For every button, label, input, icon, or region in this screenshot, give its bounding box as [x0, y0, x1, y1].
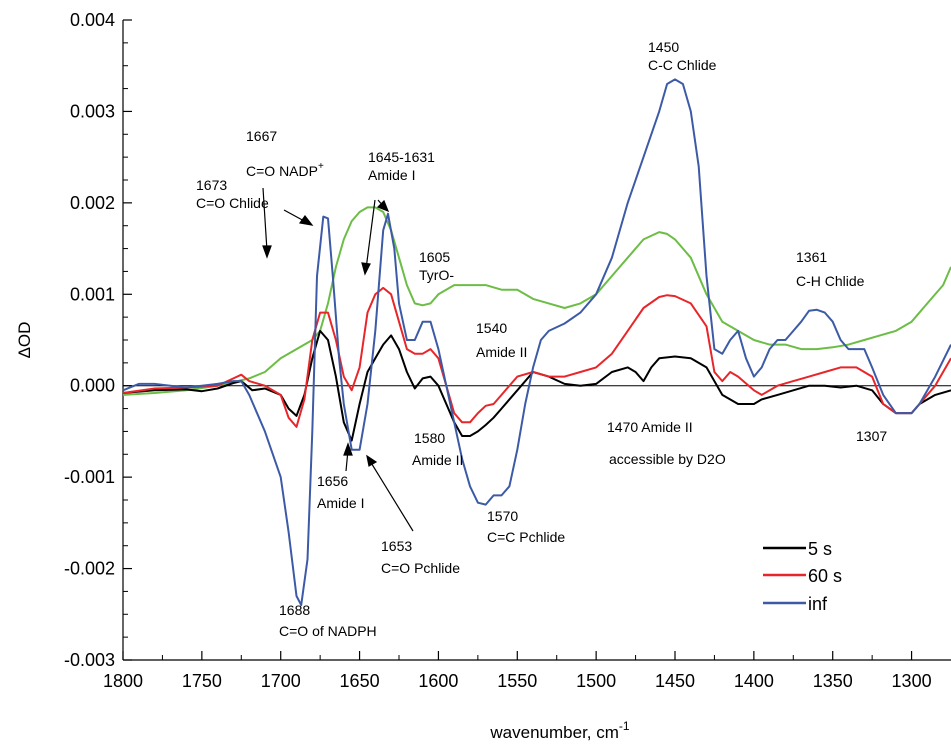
- annotation-1645-1631-line2: Amide I: [368, 167, 415, 183]
- annotation-1361: 1361 C-H Chlide: [796, 249, 865, 289]
- legend: 5 s 60 s inf: [763, 539, 842, 614]
- annotation-1570: 1570 C=C Pchlide: [487, 508, 565, 545]
- annotation-1653-line1: 1653: [381, 538, 412, 554]
- series-layer: [122, 78, 951, 607]
- annotations: 1667 C=O NADP+ 1673 C=O Chlide 1645-1631…: [196, 39, 887, 639]
- arrow-1653: [366, 454, 414, 532]
- annotation-1656: 1656 Amide I: [317, 473, 364, 511]
- arrow-1667: [262, 187, 272, 259]
- annotation-1605-line2: TyrO-: [419, 267, 454, 283]
- y-tick-label: -0.003: [64, 650, 115, 670]
- annotation-1570-line2: C=C Pchlide: [487, 529, 565, 545]
- annotation-1653-line2: C=O Pchlide: [381, 560, 460, 576]
- legend-label-60s: 60 s: [808, 566, 842, 586]
- x-tick-label: 1500: [576, 671, 616, 691]
- annotation-1667-line2: C=O NADP: [246, 163, 318, 179]
- x-tick-label: 1650: [340, 671, 380, 691]
- x-tick-label: 1550: [497, 671, 537, 691]
- legend-label-inf: inf: [808, 594, 828, 614]
- annotation-1667-line1: 1667: [246, 128, 277, 144]
- annotation-1605-line1: 1605: [419, 249, 450, 265]
- series-line-5s: [122, 329, 951, 442]
- y-tick-label: -0.001: [64, 467, 115, 487]
- y-axis-ticks: 0.004 0.003 0.002 0.001 0.000 -0.001 -0.002 -0.…: [64, 10, 132, 670]
- annotation-1450: 1450 C-C Chlide: [648, 39, 717, 73]
- annotation-1645-1631: 1645-1631 Amide I: [368, 149, 439, 183]
- annotation-1470: 1470 Amide II: [607, 419, 693, 435]
- y-axis-title: ΔOD: [15, 322, 34, 359]
- x-tick-label: 1300: [892, 671, 932, 691]
- annotation-1673-line2: C=O Chlide: [196, 195, 269, 211]
- annotation-1688-line2: C=O of NADPH: [279, 623, 377, 639]
- annotation-1656-line1: 1656: [317, 473, 348, 489]
- annotation-1653: 1653 C=O Pchlide: [381, 538, 460, 576]
- annotation-1673-line1: 1673: [196, 177, 227, 193]
- annotation-1450-line1: 1450: [648, 39, 679, 55]
- x-tick-label: 1800: [103, 671, 143, 691]
- annotation-accessible-d2o: accessible by D2O: [609, 451, 726, 467]
- arrow-1673: [283, 209, 314, 226]
- y-tick-label: 0.000: [70, 376, 115, 396]
- x-tick-label: 1600: [418, 671, 458, 691]
- x-axis-ticks: 1800 1750 1700 1650 1600 1550 1500 1450 1400 1350…: [103, 651, 932, 691]
- x-axis-title-text: wavenumber, cm: [489, 723, 619, 742]
- annotation-1667-label: C=O NADP+: [246, 161, 324, 179]
- annotation-1570-line1: 1570: [487, 508, 518, 524]
- annotation-1307: 1307: [856, 428, 887, 444]
- x-tick-label: 1750: [182, 671, 222, 691]
- annotation-1361-line2: C-H Chlide: [796, 273, 865, 289]
- annotation-1580-line1: 1580: [414, 430, 445, 446]
- y-tick-label: 0.001: [70, 284, 115, 304]
- series-line-inf: [122, 78, 951, 607]
- legend-label-5s: 5 s: [808, 539, 832, 559]
- x-tick-label: 1350: [813, 671, 853, 691]
- x-tick-label: 1700: [261, 671, 301, 691]
- y-tick-label: 0.004: [70, 10, 115, 30]
- annotation-1688-line1: 1688: [279, 602, 310, 618]
- x-tick-label: 1400: [734, 671, 774, 691]
- annotation-1688: 1688 C=O of NADPH: [279, 602, 377, 639]
- y-tick-label: 0.002: [70, 193, 115, 213]
- y-tick-label: 0.003: [70, 101, 115, 121]
- annotation-arrows: [262, 187, 414, 532]
- annotation-1667-sup: +: [318, 161, 324, 172]
- annotation-1580: 1580 Amide II: [412, 430, 463, 468]
- x-axis-title: wavenumber, cm-1: [489, 719, 629, 742]
- annotation-1605: 1605 TyrO-: [419, 249, 454, 283]
- annotation-1540: 1540 Amide II: [476, 320, 527, 360]
- plot-frame: [122, 20, 951, 661]
- annotation-1540-line1: 1540: [476, 320, 507, 336]
- annotation-1673: 1673 C=O Chlide: [196, 177, 269, 211]
- arrow-1656: [343, 442, 353, 472]
- arrow-1645-1631-left: [361, 199, 376, 276]
- x-tick-label: 1450: [655, 671, 695, 691]
- annotation-1361-line1: 1361: [796, 249, 827, 265]
- annotation-1645-1631-line1: 1645-1631: [368, 149, 435, 165]
- annotation-1540-line2: Amide II: [476, 344, 527, 360]
- annotation-1656-line2: Amide I: [317, 495, 364, 511]
- series-line-unlabeled: [122, 206, 951, 396]
- arrow-1645-1631-right: [376, 199, 390, 213]
- x-axis-title-sup: -1: [619, 719, 630, 733]
- annotation-1450-line2: C-C Chlide: [648, 57, 717, 73]
- y-tick-label: -0.002: [64, 559, 115, 579]
- annotation-1580-line2: Amide II: [412, 452, 463, 468]
- annotation-1667: 1667: [246, 128, 277, 144]
- series-line-60s: [122, 286, 951, 428]
